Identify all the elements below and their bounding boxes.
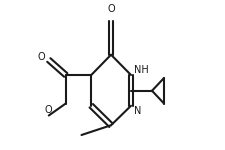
Text: N: N (133, 106, 141, 116)
Text: O: O (37, 52, 45, 62)
Text: O: O (44, 105, 52, 115)
Text: NH: NH (133, 65, 148, 75)
Text: O: O (107, 4, 114, 14)
